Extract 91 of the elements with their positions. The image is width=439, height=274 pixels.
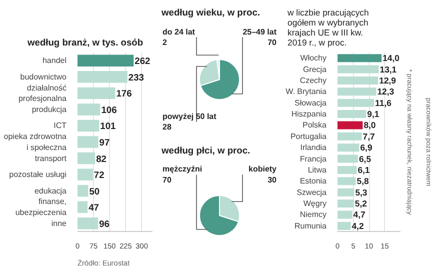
bar bbox=[338, 188, 354, 196]
bar bbox=[338, 177, 356, 186]
bar bbox=[78, 87, 116, 100]
bar bbox=[338, 210, 352, 219]
y-tick-label: Grecja bbox=[302, 64, 328, 74]
bar bbox=[78, 184, 88, 197]
bar bbox=[338, 166, 357, 174]
bar bbox=[338, 154, 358, 163]
chart-title: w liczbie pracujących ogółem w wybranych krajach UE w III kw. 2019 r., w proc. bbox=[286, 8, 369, 48]
y-tick-label: Słowacja bbox=[294, 98, 328, 108]
data-label: 11,6 bbox=[375, 98, 392, 108]
y-tick-label: Włochy bbox=[300, 54, 327, 63]
bar bbox=[338, 88, 376, 96]
y-tick-label: inne bbox=[51, 218, 68, 228]
y-tick-label: Irlandia bbox=[300, 143, 328, 152]
data-label: 233 bbox=[128, 72, 144, 82]
y-tick-label: Polska bbox=[302, 120, 328, 130]
data-label: 96 bbox=[99, 218, 110, 229]
y-tick-label: transport bbox=[34, 154, 68, 163]
slice-label: do 24 lat bbox=[162, 27, 196, 36]
data-label: 82 bbox=[96, 154, 106, 164]
bar bbox=[78, 168, 93, 180]
y-tick-label: Litwa bbox=[308, 165, 328, 174]
data-label: 50 bbox=[89, 186, 100, 196]
data-label: 70 bbox=[162, 176, 172, 185]
data-label: 176 bbox=[116, 88, 132, 99]
y-tick-label: produkcja bbox=[32, 104, 68, 114]
data-label: 4,2 bbox=[352, 220, 364, 231]
data-label: 8,0 bbox=[364, 120, 376, 130]
bar bbox=[78, 120, 100, 132]
bar bbox=[338, 110, 366, 118]
bar bbox=[78, 54, 134, 66]
y-tick-label: Rumunia bbox=[294, 221, 328, 230]
data-label: 101 bbox=[100, 121, 116, 132]
bar bbox=[78, 104, 100, 116]
data-label: 30 bbox=[268, 176, 278, 185]
data-label: 6,9 bbox=[360, 142, 372, 153]
bar bbox=[338, 222, 351, 230]
y-tick-label: budownictwo bbox=[20, 72, 68, 82]
data-label: 6,5 bbox=[358, 154, 372, 164]
data-label: 7,7 bbox=[362, 131, 375, 142]
bar bbox=[338, 98, 374, 107]
y-tick-label: ICT bbox=[54, 121, 67, 130]
data-label: 12,3 bbox=[377, 86, 394, 97]
data-label: 262 bbox=[134, 56, 150, 66]
bar bbox=[78, 152, 96, 164]
data-label: 5,3 bbox=[355, 187, 368, 198]
data-label: 12,9 bbox=[379, 75, 396, 86]
bar bbox=[338, 200, 354, 208]
data-label: 13,1 bbox=[380, 64, 397, 74]
data-label: 6,1 bbox=[358, 164, 370, 175]
data-label: 28 bbox=[162, 122, 172, 132]
data-label: 47 bbox=[88, 202, 99, 213]
y-tick-label: Francja bbox=[300, 154, 328, 164]
y-tick-label: Szwecja bbox=[296, 188, 328, 197]
data-label: 5,2 bbox=[354, 198, 368, 209]
bar bbox=[338, 65, 379, 74]
y-tick-label: pozostałe usługi bbox=[9, 170, 67, 180]
slice-label: mężczyźni bbox=[162, 164, 202, 174]
data-label: 4,7 bbox=[353, 210, 366, 220]
chart-title: według płci, w proc. bbox=[160, 146, 250, 156]
bar bbox=[78, 71, 128, 83]
data-label: 97 bbox=[99, 138, 110, 148]
y-tick-label: Estonia bbox=[300, 176, 328, 186]
bar bbox=[338, 132, 362, 140]
y-tick-label: Węgry bbox=[303, 199, 327, 208]
data-label: 14,0 bbox=[382, 53, 400, 64]
data-label: 70 bbox=[268, 38, 278, 48]
data-label: 2 bbox=[162, 38, 168, 48]
bar bbox=[78, 218, 98, 230]
bar bbox=[338, 144, 360, 152]
y-tick-label: edukacja bbox=[34, 186, 68, 196]
y-tick-label: Niemcy bbox=[300, 210, 327, 220]
y-tick-label: Czechy bbox=[300, 76, 327, 85]
bar bbox=[78, 136, 98, 148]
bar bbox=[338, 54, 382, 62]
y-tick-label: W. Brytania bbox=[286, 87, 328, 96]
y-tick-label: Hiszpania bbox=[291, 110, 328, 119]
chart-title: według branż, w tys. osób bbox=[26, 38, 144, 48]
data-label: 106 bbox=[101, 104, 117, 115]
bar bbox=[78, 201, 88, 213]
chart-title: według wieku, w proc. bbox=[160, 8, 260, 18]
bar bbox=[338, 121, 363, 130]
slice-label: kobiety bbox=[248, 164, 278, 174]
y-tick-label: Portugalia bbox=[290, 132, 328, 141]
y-tick-label: handel bbox=[42, 56, 67, 66]
data-label: 9,1 bbox=[367, 109, 380, 120]
bar bbox=[338, 76, 378, 84]
slice-label: 25–49 lat bbox=[242, 27, 277, 36]
data-label: 5,8 bbox=[356, 176, 369, 186]
data-label: 72 bbox=[94, 170, 104, 180]
